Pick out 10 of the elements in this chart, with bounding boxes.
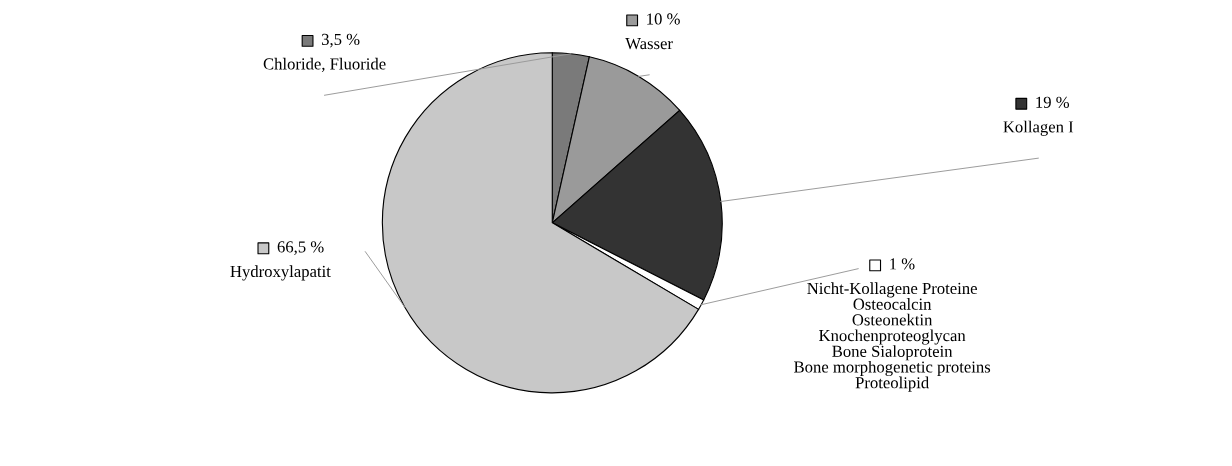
legend-label: Nicht-Kollagene Proteine Osteocalcin Osteonektin Knochenproteoglycan Bone Sialoprotein Bone morphogenetic proteins Proteolipid bbox=[794, 282, 991, 392]
legend-label: Hydroxylapatit bbox=[230, 265, 331, 281]
legend-label: Kollagen I bbox=[1003, 120, 1074, 136]
data-label: 66,5 % bbox=[277, 241, 324, 255]
legend-label: Wasser bbox=[625, 38, 673, 50]
data-label: 10 % bbox=[647, 13, 680, 25]
legend-label: Chloride, Fluoride bbox=[263, 57, 386, 72]
data-label: 19 % bbox=[1036, 96, 1070, 108]
data-label: 1 % bbox=[890, 258, 915, 270]
data-label: 3,5 % bbox=[321, 33, 360, 48]
